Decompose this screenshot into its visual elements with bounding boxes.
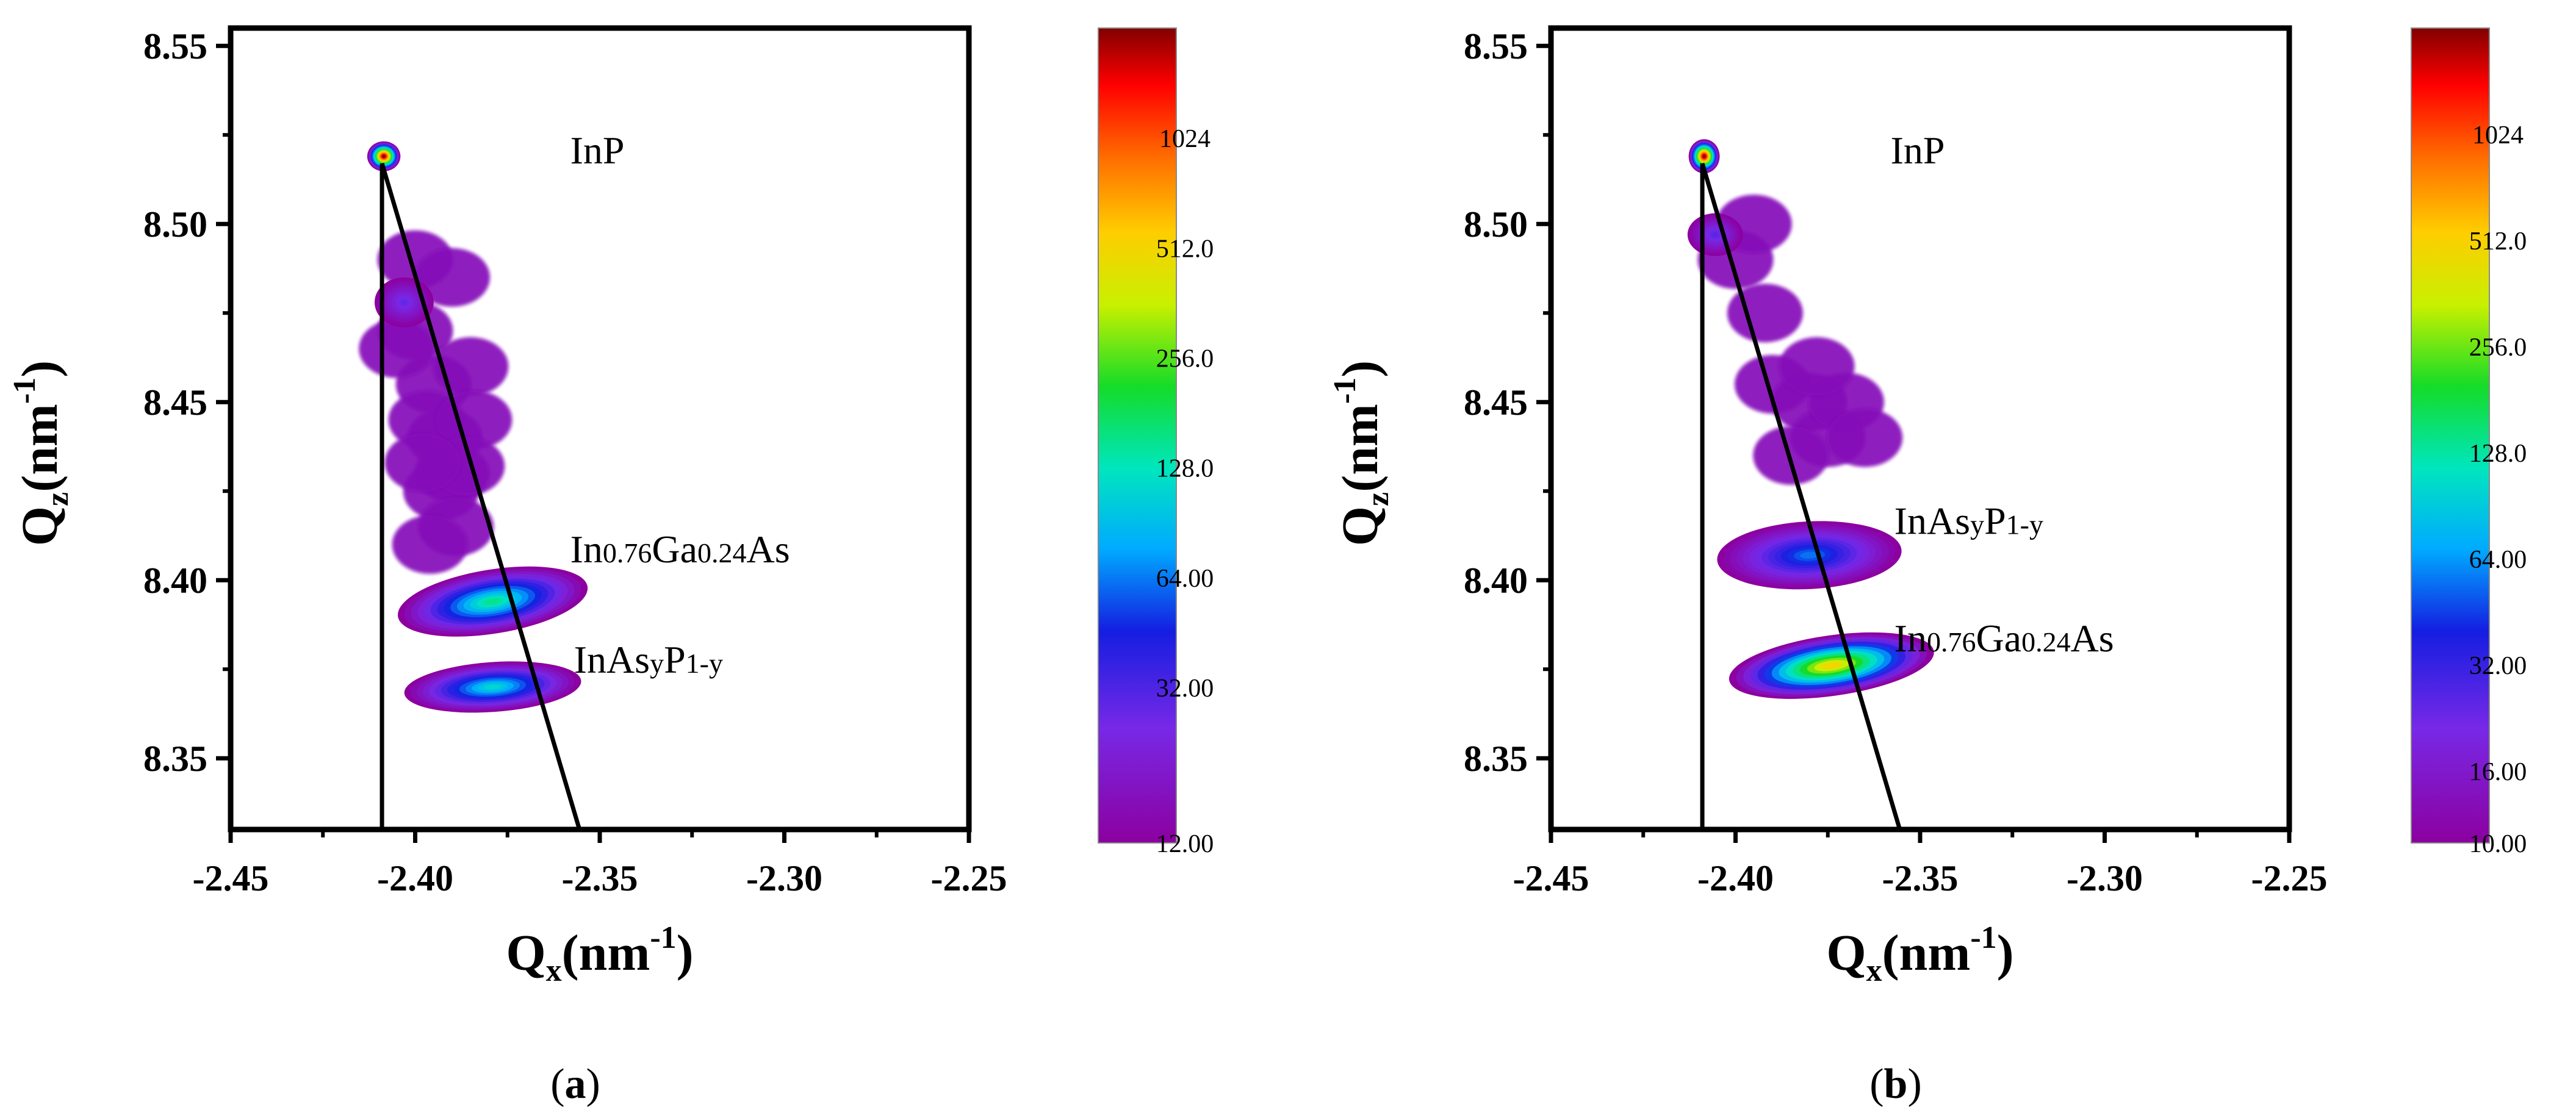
y-tick-label: 8.40	[143, 561, 207, 601]
colorbar-gradient	[2411, 28, 2489, 843]
layer-peak-lower	[404, 661, 581, 713]
x-tick-label: -2.35	[562, 858, 638, 898]
diffuse-blob	[384, 433, 461, 492]
x-tick-label: -2.40	[1697, 858, 1774, 898]
diffuse-peak	[1687, 213, 1743, 256]
colorbar-label: 32.00	[2469, 652, 2527, 680]
annotation-inasp: InAsyP1-y	[574, 638, 723, 681]
contour-level	[484, 684, 502, 690]
panel-label: (a)	[550, 1061, 600, 1108]
colorbar-label: 16.00	[2469, 758, 2527, 786]
y-tick-label: 8.35	[1464, 739, 1528, 779]
colorbar-label: 1024	[1159, 125, 1211, 153]
annotation-inp: InP	[1891, 129, 1945, 172]
contour-level	[1702, 154, 1706, 159]
heatmap-area	[1687, 139, 1934, 830]
colorbar-gradient	[1098, 28, 1176, 843]
x-tick-label: -2.30	[746, 858, 822, 898]
x-axis-label: Qx(nm-1)	[506, 920, 693, 988]
colorbar-label: 512.0	[1156, 235, 1214, 263]
y-tick-label: 8.35	[143, 739, 207, 779]
colorbar-label: 512.0	[2469, 228, 2527, 256]
colorbar-label: 64.00	[2469, 546, 2527, 574]
x-tick-label: -2.30	[2067, 858, 2143, 898]
relaxation-line	[1700, 162, 1902, 830]
panel-label: (b)	[1869, 1061, 1922, 1108]
colorbar-label: 32.00	[1156, 675, 1214, 703]
annotation-inp: InP	[570, 129, 625, 172]
x-tick-label: -2.25	[2251, 858, 2328, 898]
layer-peak-upper	[397, 566, 588, 637]
colorbar-label: 256.0	[2469, 334, 2527, 362]
inp-peak	[367, 141, 401, 171]
layer-peak-lower	[1729, 632, 1934, 699]
colorbar: 10.00 16.00 32.00 64.00 128.0 256.0 512.0 1024	[2411, 27, 2527, 858]
heatmap-area	[359, 141, 588, 830]
y-axis-label: Qz(nm-1)	[7, 360, 75, 546]
annotation-inasp: InAsyP1-y	[1894, 499, 2043, 542]
y-tick-label: 8.50	[1464, 204, 1528, 245]
x-tick-label: -2.40	[377, 858, 453, 898]
diffuse-blob	[433, 337, 509, 396]
colorbar-label: 256.0	[1156, 345, 1214, 373]
y-tick-label: 8.50	[143, 204, 207, 245]
chart-panel-a: -2.45 -2.40 -2.35 -2.30 -2.25 8.35 8.40 8.45 8.5…	[7, 25, 1214, 1108]
y-axis-label: Qz(nm-1)	[1328, 360, 1395, 546]
diffuse-blob	[359, 319, 435, 378]
layer-peak-upper	[1717, 521, 1902, 590]
colorbar-label: 1024	[2472, 121, 2524, 149]
diffuse-blob	[1779, 337, 1855, 396]
contour-level	[382, 154, 386, 158]
contour-level	[1821, 662, 1842, 669]
contour-level	[1712, 232, 1718, 237]
colorbar-label: 12.00	[1156, 830, 1214, 858]
colorbar-label: 128.0	[1156, 455, 1214, 483]
x-axis-label: Qx(nm-1)	[1826, 920, 2013, 988]
contour-level	[483, 598, 503, 605]
annotation-ingaas: In0.76Ga0.24As	[570, 528, 790, 571]
x-tick-label: -2.25	[931, 858, 1007, 898]
chart-panel-b: -2.45 -2.40 -2.35 -2.30 -2.25 8.35 8.40 8.45 8.5…	[1328, 25, 2527, 1108]
diffuse-blob	[1727, 284, 1803, 343]
diffuse-blob	[392, 515, 468, 574]
colorbar-frame	[2411, 27, 2490, 844]
colorbar-label: 10.00	[2469, 830, 2527, 858]
colorbar-frame	[1098, 27, 1177, 844]
contour-level	[1800, 551, 1819, 559]
colorbar-label: 64.00	[1156, 565, 1214, 593]
y-tick-label: 8.55	[143, 26, 207, 66]
y-tick-label: 8.45	[1464, 382, 1528, 423]
x-tick-label: -2.45	[1513, 858, 1589, 898]
diffuse-blob	[1827, 408, 1903, 467]
y-tick-label: 8.45	[143, 382, 207, 423]
diffuse-blob	[414, 248, 490, 307]
relaxation-line	[380, 162, 582, 830]
contour-level	[401, 299, 408, 305]
y-tick-label: 8.55	[1464, 26, 1528, 66]
colorbar: 12.00 32.00 64.00 128.0 256.0 512.0 1024	[1098, 27, 1214, 858]
x-tick-label: -2.35	[1882, 858, 1959, 898]
colorbar-label: 128.0	[2469, 440, 2527, 468]
inp-peak	[1688, 139, 1720, 174]
y-tick-label: 8.40	[1464, 561, 1528, 601]
annotation-ingaas: In0.76Ga0.24As	[1894, 617, 2114, 660]
x-tick-label: -2.45	[193, 858, 269, 898]
